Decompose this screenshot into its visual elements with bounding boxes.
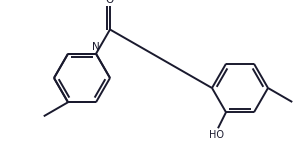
Text: N: N: [92, 42, 100, 52]
Text: HO: HO: [210, 130, 225, 140]
Text: O: O: [106, 0, 114, 5]
